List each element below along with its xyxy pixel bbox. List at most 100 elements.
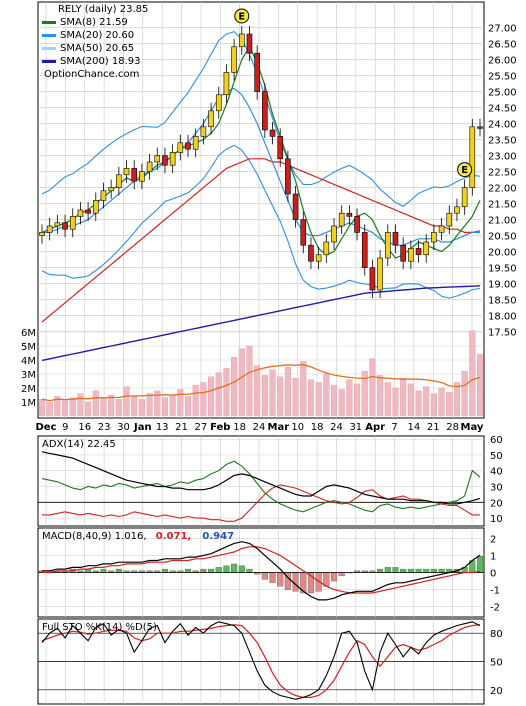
earnings-marker-label: E	[238, 12, 245, 23]
x-tick-label: 10	[291, 422, 304, 433]
volume-bar	[131, 396, 138, 417]
macd-hist-bar	[338, 572, 345, 577]
candle-body	[208, 110, 214, 128]
price-tick-label: 22.50	[488, 168, 517, 179]
volume-bar	[384, 382, 391, 417]
candle-body	[69, 216, 76, 230]
macd-hist-bar	[208, 568, 215, 573]
price-tick-label: 21.00	[488, 216, 517, 227]
volume-bar	[469, 330, 476, 417]
adx-tick-label: 10	[490, 514, 503, 525]
volume-bar	[238, 348, 245, 417]
price-tick-label: 26.00	[488, 56, 517, 67]
legend-item-sma20: SMA(20) 20.60	[42, 29, 141, 42]
x-tick-label: Mar	[268, 422, 290, 433]
macd-hist-bar	[215, 567, 222, 573]
macd-hist-bar	[384, 567, 391, 573]
candle-body	[377, 257, 383, 291]
macd-hist-bar	[423, 568, 430, 573]
x-tick-label: 18	[311, 422, 324, 433]
macd-hist-bar	[246, 568, 253, 573]
x-tick-label: 28	[446, 422, 459, 433]
volume-tick-label: 3M	[21, 370, 36, 381]
macd-hist-bar	[400, 568, 407, 573]
di-minus-line	[42, 484, 480, 522]
candle-body	[277, 136, 284, 160]
volume-bar	[400, 378, 407, 417]
volume-bar	[292, 378, 299, 417]
macd-hist-bar	[100, 568, 107, 573]
volume-tick-label: 2M	[21, 384, 36, 395]
x-tick-label: 31	[349, 422, 362, 433]
candle-body	[285, 158, 291, 195]
x-tick-label: 21	[175, 422, 188, 433]
x-tick-label: Apr	[365, 422, 385, 433]
volume-bar	[446, 392, 453, 417]
price-tick-label: 20.00	[488, 248, 517, 259]
x-tick-label: 9	[62, 422, 68, 433]
candle-body	[269, 129, 276, 137]
candle-body	[200, 126, 207, 137]
x-tick-label: 14	[408, 422, 421, 433]
x-tick-label: 24	[253, 422, 266, 433]
macd-hist-bar	[223, 565, 230, 573]
candle-body	[77, 209, 84, 217]
candle-body	[392, 232, 399, 246]
volume-bar	[415, 390, 422, 417]
macd-hist-bar	[231, 563, 238, 573]
x-tick-label: May	[461, 422, 484, 433]
volume-bar	[377, 375, 384, 417]
candle-body	[315, 254, 322, 262]
candle-body	[100, 190, 107, 201]
candle-body	[177, 142, 184, 153]
sto-tick-label: 80	[490, 629, 503, 640]
candle-body	[469, 126, 476, 188]
macd-hist-bar	[277, 572, 284, 587]
x-tick-label: Jan	[133, 422, 152, 433]
di-plus-line	[41, 460, 481, 513]
candle-body	[438, 225, 445, 233]
earnings-marker-label: E	[461, 165, 468, 176]
macd-hist-bar	[269, 572, 276, 583]
volume-bar	[438, 387, 445, 417]
price-tick-label: 26.50	[488, 40, 517, 51]
macd-hist-bar	[430, 568, 437, 573]
volume-tick-label: 5M	[21, 342, 36, 353]
volume-bar	[192, 385, 199, 417]
adx-line	[41, 451, 481, 505]
volume-bar	[85, 401, 92, 417]
volume-bar	[430, 393, 437, 417]
candle-body	[146, 161, 153, 172]
price-tick-label: 24.50	[488, 104, 517, 115]
volume-bar	[338, 389, 345, 417]
volume-bar	[92, 390, 99, 417]
macd-tick-label: 1	[490, 551, 496, 562]
macd-hist-bar	[415, 568, 422, 573]
legend: SMA(8) 21.59 SMA(20) 20.60 SMA(50) 20.65…	[42, 16, 141, 81]
macd-hist-bar	[407, 568, 414, 573]
x-tick-label: 7	[391, 422, 397, 433]
x-tick-label: 21	[427, 422, 440, 433]
price-tick-label: 18.50	[488, 296, 517, 307]
sma8-line	[41, 45, 481, 259]
volume-bar	[361, 371, 368, 417]
candle-body	[461, 187, 468, 208]
volume-bar	[115, 399, 122, 417]
volume-tick-label: 1M	[21, 398, 36, 409]
adx-tick-label: 30	[490, 483, 503, 494]
volume-bar	[62, 400, 69, 417]
volume-bar	[354, 383, 361, 417]
earnings-marker	[457, 162, 473, 178]
volume-bar	[177, 389, 184, 417]
x-tick-label: 24	[330, 422, 343, 433]
volume-bar	[261, 375, 268, 417]
sto-tick-label: 50	[490, 658, 503, 669]
volume-bar	[69, 397, 76, 417]
candle-body	[369, 267, 376, 291]
price-tick-label: 24.00	[488, 120, 517, 131]
price-tick-label: 23.50	[488, 136, 517, 147]
volume-bar	[323, 373, 330, 417]
volume-bar	[461, 371, 468, 417]
candle-body	[308, 244, 314, 262]
price-tick-label: 21.50	[488, 200, 517, 211]
